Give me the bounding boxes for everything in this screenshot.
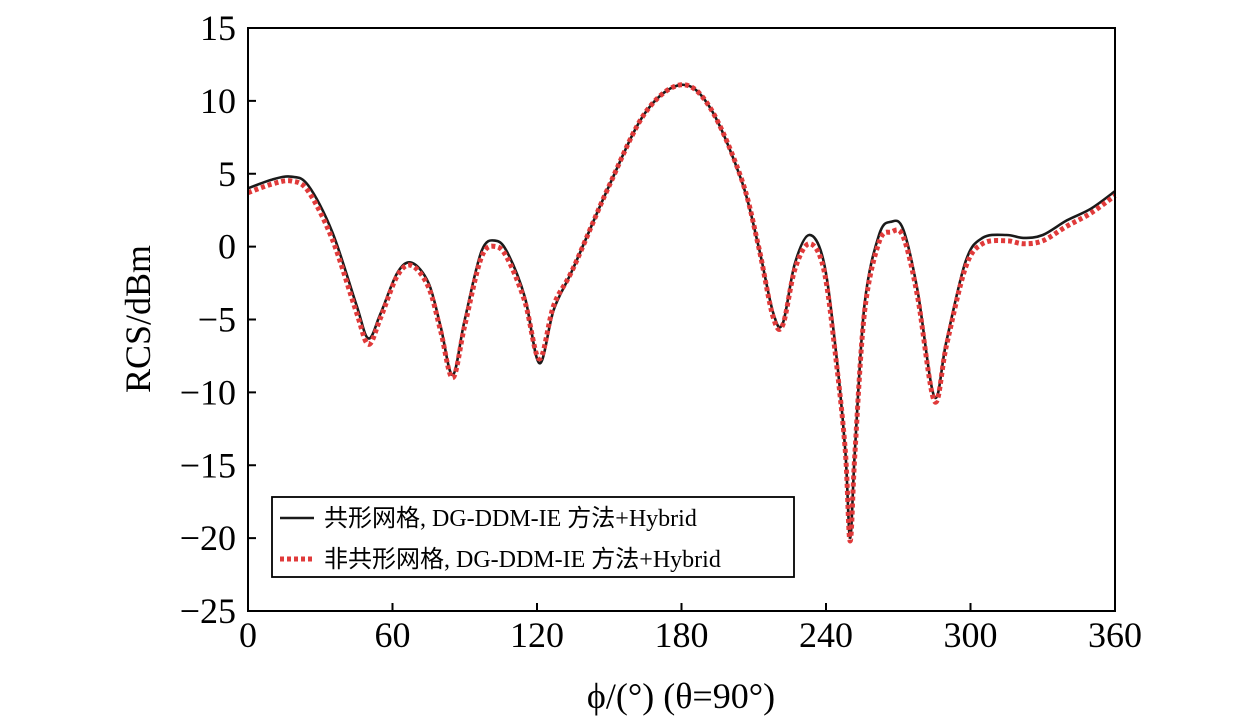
x-tick-label: 60 xyxy=(375,615,411,655)
x-axis-ticks: 0 60 120 180 240 300 360 xyxy=(239,603,1142,655)
x-tick-label: 360 xyxy=(1088,615,1142,655)
x-tick-label: 0 xyxy=(239,615,257,655)
x-tick-label: 180 xyxy=(655,615,709,655)
y-tick-label: −15 xyxy=(180,445,236,485)
y-axis-ticks: 15 10 5 0 −5 −10 −15 −20 −25 xyxy=(180,8,256,631)
legend: 共形网格, DG-DDM-IE 方法+Hybrid 非共形网格, DG-DDM-… xyxy=(271,496,795,578)
y-tick-label: −20 xyxy=(180,518,236,558)
series-line-2 xyxy=(247,82,1117,544)
legend-label-series-1: 共形网格, DG-DDM-IE 方法+Hybrid xyxy=(324,505,697,532)
y-tick-label: −10 xyxy=(180,372,236,412)
y-tick-label: 15 xyxy=(200,8,236,48)
x-axis-label: ϕ/(°) (θ=90°) xyxy=(587,676,775,716)
y-tick-label: −5 xyxy=(198,300,236,340)
y-tick-label: −25 xyxy=(180,591,236,631)
x-tick-label: 120 xyxy=(510,615,564,655)
y-tick-label: 5 xyxy=(218,154,236,194)
y-tick-label: 0 xyxy=(218,227,236,267)
y-axis-label: RCS/dBm xyxy=(118,245,158,393)
y-tick-label: 10 xyxy=(200,81,236,121)
series-line-1 xyxy=(247,83,1116,540)
legend-box xyxy=(271,496,795,578)
series-layer xyxy=(247,82,1117,544)
x-tick-label: 240 xyxy=(799,615,853,655)
legend-label-series-2: 非共形网格, DG-DDM-IE 方法+Hybrid xyxy=(324,546,721,573)
x-tick-label: 300 xyxy=(944,615,998,655)
